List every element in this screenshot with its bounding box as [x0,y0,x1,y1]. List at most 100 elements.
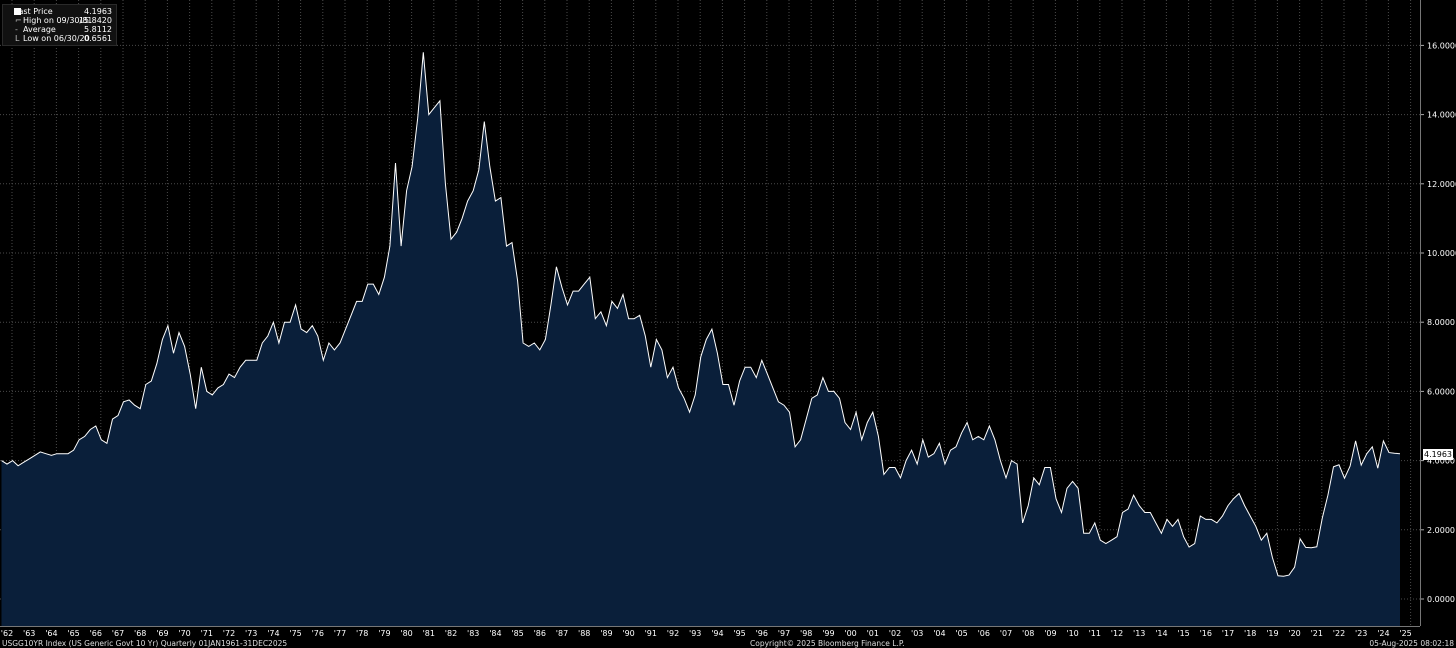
x-tick-label: '82 [445,629,457,638]
x-tick-label: '23 [1355,629,1367,638]
x-tick-label: '89 [600,629,612,638]
x-tick-label: '65 [67,629,79,638]
y-tick-label: 10.0000 [1427,249,1456,258]
x-tick-label: '10 [1066,629,1078,638]
x-tick-label: '01 [867,629,879,638]
y-tick-label: 14.0000 [1427,111,1456,120]
x-tick-label: '67 [112,629,124,638]
x-tick-label: '25 [1399,629,1411,638]
x-tick-label: '79 [378,629,390,638]
legend-value: 4.1963 [84,7,112,16]
average-marker-icon: - [15,25,18,34]
x-tick-label: '84 [489,629,501,638]
x-tick-label: '90 [622,629,634,638]
x-tick-label: '70 [178,629,190,638]
x-tick-label: '12 [1111,629,1123,638]
x-tick-label: '14 [1155,629,1167,638]
x-tick-label: '20 [1288,629,1300,638]
y-tick-label: 0.0000 [1427,595,1455,604]
x-tick-label: '05 [955,629,967,638]
x-tick-label: '85 [511,629,523,638]
legend-label: Low on 06/30/20 [23,34,90,43]
x-tick-label: '75 [289,629,301,638]
legend-value: 5.8112 [84,25,112,34]
x-tick-label: '08 [1022,629,1034,638]
x-tick-label: '06 [978,629,990,638]
x-tick-label: '00 [844,629,856,638]
x-tick-label: '94 [711,629,723,638]
x-tick-label: '16 [1200,629,1212,638]
x-tick-label: '74 [267,629,279,638]
x-tick-label: '88 [578,629,590,638]
y-tick-label: 6.0000 [1427,387,1455,396]
chart-legend: Last Price 4.1963 ⌐ High on 09/30/81 15.… [2,4,117,46]
x-tick-label: '76 [312,629,324,638]
series-area-fill [1,52,1400,627]
y-tick-label: 4.0000 [1427,457,1455,466]
x-tick-label: '15 [1177,629,1189,638]
footer-security-description: USGG10YR Index (US Generic Govt 10 Yr) Q… [2,639,288,648]
legend-label: Last Price [14,7,53,16]
x-tick-label: '62 [1,629,13,638]
x-tick-label: '21 [1311,629,1323,638]
x-tick-label: '83 [467,629,479,638]
grid-lines [0,0,1420,626]
footer-copyright: Copyright© 2025 Bloomberg Finance L.P. [750,639,905,648]
x-tick-label: '63 [23,629,35,638]
footer-timestamp: 05-Aug-2025 08:02:18 [1369,639,1454,648]
x-tick-label: '09 [1044,629,1056,638]
x-tick-label: '97 [778,629,790,638]
last-value-tag: 4.1963 [1423,449,1453,460]
legend-swatch [14,8,21,15]
x-tick-label: '68 [134,629,146,638]
x-tick-label: '71 [201,629,213,638]
x-tick-label: '92 [667,629,679,638]
x-tick-label: '95 [733,629,745,638]
x-tick-label: '18 [1244,629,1256,638]
low-marker-icon: L [15,34,20,43]
x-tick-label: '19 [1266,629,1278,638]
legend-low: L Low on 06/30/20 0.6561 [3,34,112,44]
x-tick-label: '17 [1222,629,1234,638]
x-tick-label: '80 [400,629,412,638]
x-tick-label: '77 [334,629,346,638]
legend-average: - Average 5.8112 [3,25,112,35]
x-tick-label: '98 [800,629,812,638]
legend-label: High on 09/30/81 [23,16,93,25]
x-tick-label: '69 [156,629,168,638]
x-tick-label: '72 [223,629,235,638]
y-tick-label: 12.0000 [1427,180,1456,189]
x-tick-label: '22 [1333,629,1345,638]
x-tick-label: '99 [822,629,834,638]
x-tick-label: '11 [1089,629,1101,638]
y-tick-label: 16.0000 [1427,41,1456,50]
x-axis-labels: '62 '63 '64 '65 '66 '67 '68 '69 '70 '71 '72 '73 '74 '… [1,629,1412,638]
x-tick-label: '24 [1377,629,1389,638]
x-tick-label: '78 [356,629,368,638]
x-tick-label: '03 [911,629,923,638]
x-tick-label: '87 [556,629,568,638]
y-axis-labels: 0.0000 2.0000 4.0000 6.0000 8.0000 10.0000 12.… [1420,41,1456,604]
y-tick-label: 8.0000 [1427,318,1455,327]
x-tick-label: '96 [756,629,768,638]
y-tick-label: 2.0000 [1427,526,1455,535]
x-tick-label: '64 [45,629,57,638]
x-tick-label: '02 [889,629,901,638]
x-tick-label: '81 [423,629,435,638]
x-tick-label: '07 [1000,629,1012,638]
series-line [1,52,1401,577]
legend-value: 15.8420 [78,16,112,25]
x-tick-label: '66 [90,629,102,638]
legend-last-price: Last Price 4.1963 [3,7,112,17]
legend-label: Average [23,25,56,34]
x-tick-label: '04 [933,629,945,638]
x-tick-label: '93 [689,629,701,638]
high-marker-icon: ⌐ [15,16,22,25]
x-tick-label: '91 [645,629,657,638]
x-tick-label: '73 [245,629,257,638]
x-tick-label: '13 [1133,629,1145,638]
x-tick-label: '86 [534,629,546,638]
legend-high: ⌐ High on 09/30/81 15.8420 [3,16,112,26]
legend-value: 0.6561 [84,34,112,43]
